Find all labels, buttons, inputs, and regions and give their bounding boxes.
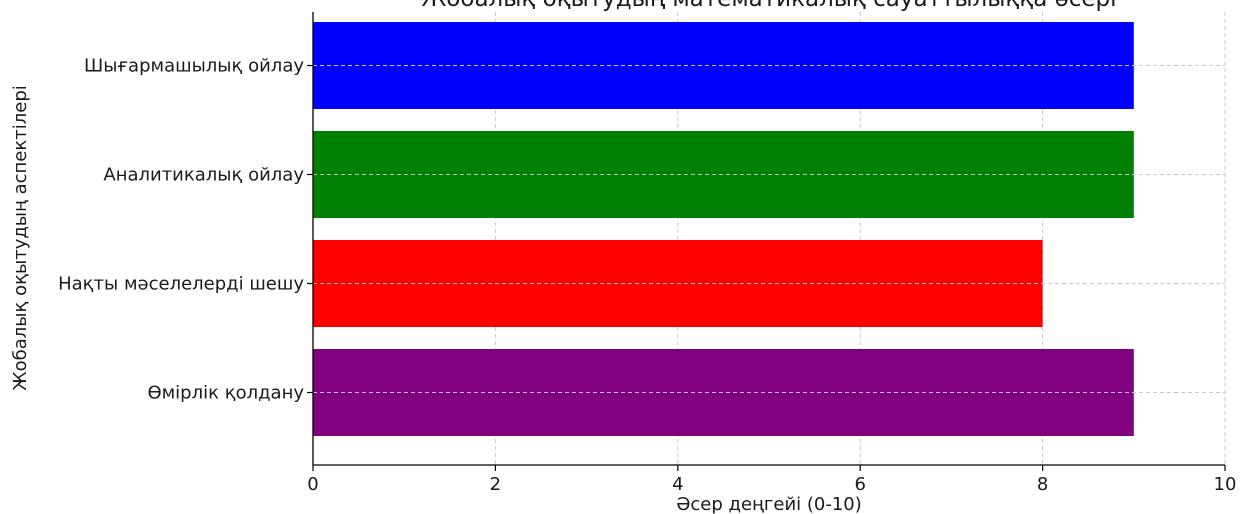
bars bbox=[313, 22, 1225, 436]
x-axis-label: Әсер деңгейі (0-10) bbox=[676, 494, 862, 514]
grid-lines bbox=[494, 12, 1226, 465]
x-tick-label: 4 bbox=[672, 474, 683, 495]
bar bbox=[313, 349, 1134, 436]
y-category-label: Өмірлік қолдану bbox=[147, 383, 304, 404]
y-category-labels: Шығармашылық ойлау Аналитикалық ойлау Нақт… bbox=[58, 56, 313, 404]
x-ticks: 0 2 4 6 8 10 bbox=[307, 465, 1236, 495]
axes bbox=[312, 12, 1225, 466]
y-category-label: Аналитикалық ойлау bbox=[103, 165, 304, 186]
x-tick-label: 8 bbox=[1037, 474, 1048, 495]
x-tick-label: 6 bbox=[854, 474, 865, 495]
y-category-label: Нақты мәселелерді шешу bbox=[58, 274, 304, 295]
x-tick-label: 0 bbox=[307, 474, 318, 495]
x-tick-label: 10 bbox=[1214, 474, 1237, 495]
bar bbox=[313, 22, 1134, 109]
bar bbox=[313, 131, 1134, 218]
y-axis-label: Жобалық оқытудың аспектілері bbox=[10, 85, 31, 390]
y-category-label: Шығармашылық ойлау bbox=[84, 56, 304, 77]
x-tick-label: 2 bbox=[490, 474, 501, 495]
chart-title: Жобалық оқытудың математикалық сауаттылы… bbox=[421, 0, 1116, 12]
